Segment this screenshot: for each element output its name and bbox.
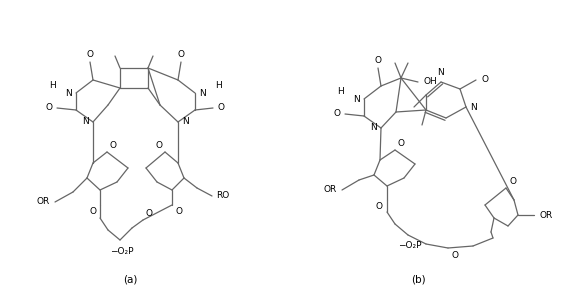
Text: O: O bbox=[177, 50, 185, 59]
Text: O: O bbox=[374, 56, 382, 65]
Text: OR: OR bbox=[37, 197, 50, 206]
Text: O: O bbox=[333, 110, 340, 119]
Text: H: H bbox=[49, 82, 56, 91]
Text: OR: OR bbox=[324, 185, 337, 194]
Text: O: O bbox=[509, 177, 516, 186]
Text: N: N bbox=[65, 88, 72, 98]
Text: N: N bbox=[437, 68, 444, 77]
Text: (a): (a) bbox=[123, 275, 137, 285]
Text: O: O bbox=[218, 104, 225, 113]
Text: N: N bbox=[82, 117, 89, 126]
Text: O: O bbox=[376, 202, 383, 211]
Text: O: O bbox=[451, 251, 458, 260]
Text: OH: OH bbox=[424, 77, 438, 86]
Text: RO: RO bbox=[216, 191, 229, 200]
Text: H: H bbox=[337, 88, 344, 97]
Text: N: N bbox=[182, 117, 189, 126]
Text: O: O bbox=[481, 76, 488, 85]
Text: O: O bbox=[398, 139, 405, 148]
Text: O: O bbox=[87, 50, 93, 59]
Text: (b): (b) bbox=[410, 275, 425, 285]
Text: −O₂P: −O₂P bbox=[110, 247, 134, 256]
Text: O: O bbox=[110, 141, 117, 150]
Text: O: O bbox=[176, 207, 183, 216]
Text: O: O bbox=[45, 104, 52, 113]
Text: OR: OR bbox=[539, 210, 552, 219]
Text: N: N bbox=[370, 123, 377, 132]
Text: N: N bbox=[199, 88, 205, 98]
Text: H: H bbox=[215, 82, 222, 91]
Text: N: N bbox=[470, 103, 477, 111]
Text: −O₂P: −O₂P bbox=[398, 241, 422, 250]
Text: O: O bbox=[155, 141, 162, 150]
Text: O: O bbox=[146, 209, 153, 218]
Text: O: O bbox=[89, 207, 96, 216]
Text: N: N bbox=[353, 95, 360, 104]
